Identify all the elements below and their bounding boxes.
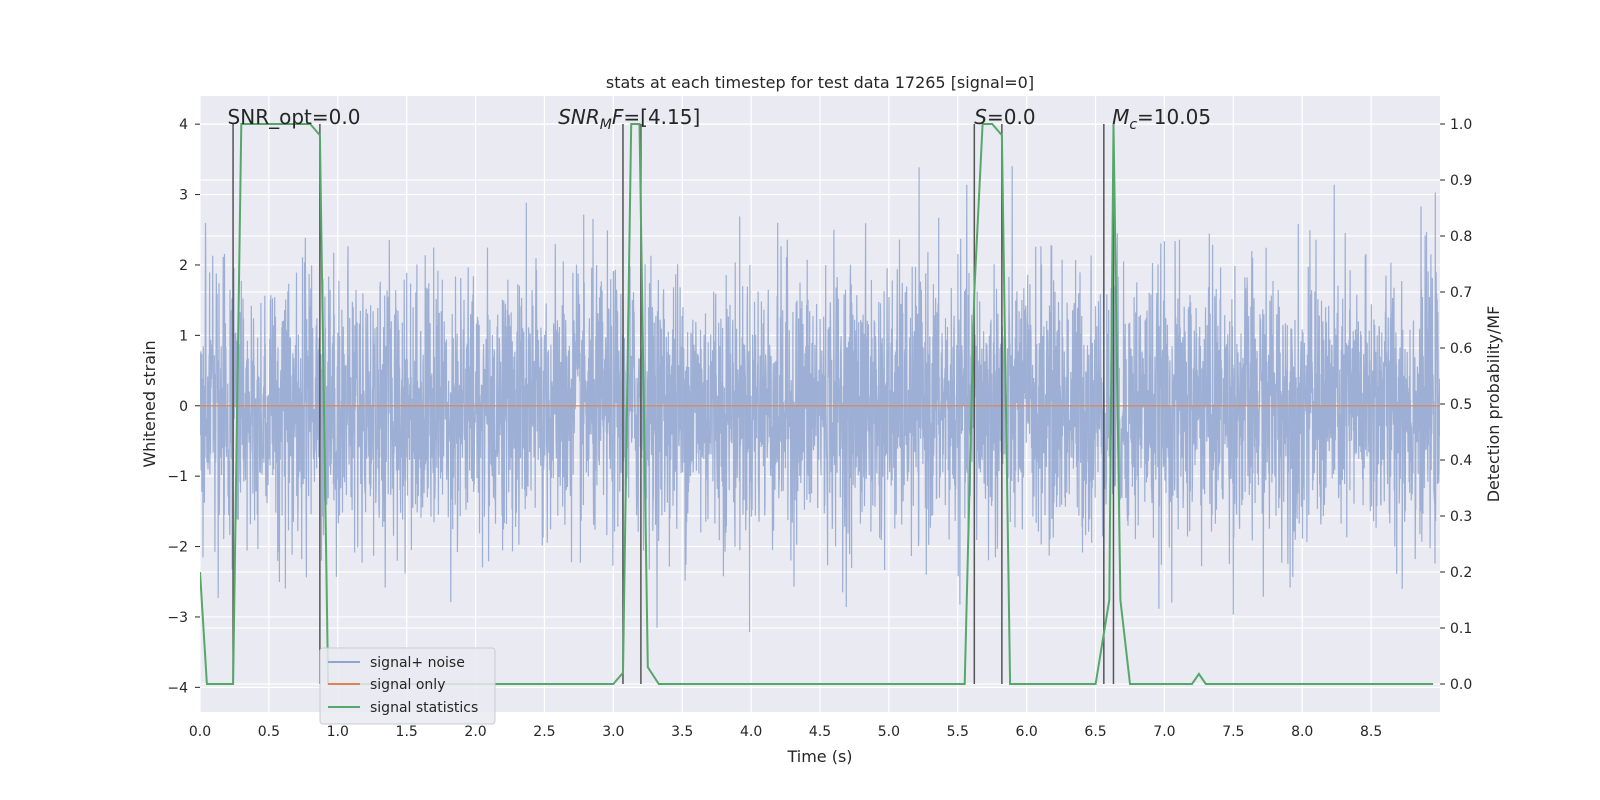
- axis-ticks: 0.0 0.5 1.0 1.5 2.0 2.5 3.0 3.5 4.0 4.5 5.0 5.5 6.0 6…: [167, 117, 1472, 740]
- y-right-tick-label: 0.4: [1450, 453, 1472, 469]
- legend-label-signal-only: signal only: [370, 677, 445, 693]
- signal-plus-noise-line: [200, 166, 1440, 633]
- legend: signal+ noise signal only signal statist…: [319, 647, 496, 725]
- legend-box: [319, 647, 496, 725]
- x-tick-label: 2.0: [464, 724, 486, 740]
- x-tick-label: 0.0: [189, 724, 211, 740]
- x-tick-label: 8.5: [1360, 724, 1382, 740]
- y-right-tick-label: 0.3: [1450, 509, 1472, 525]
- x-tick-label: 7.5: [1222, 724, 1244, 740]
- x-tick-label: 7.0: [1153, 724, 1175, 740]
- x-tick-label: 5.5: [947, 724, 969, 740]
- y-tick-label: 0: [179, 399, 188, 415]
- x-tick-label: 3.0: [602, 724, 624, 740]
- x-tick-label: 0.5: [258, 724, 280, 740]
- annotation-label: Mc=10.05: [1112, 105, 1211, 133]
- y-tick-label: 3: [179, 188, 188, 204]
- x-tick-label: 4.5: [809, 724, 831, 740]
- y-right-tick-label: 0.7: [1450, 285, 1472, 301]
- y-right-tick-label: 0.6: [1450, 341, 1472, 357]
- y-right-tick-label: 0.5: [1450, 397, 1472, 413]
- annotation-label: S=0.0: [974, 105, 1035, 129]
- y-axis-right-label: Detection probability/MF: [1484, 306, 1503, 503]
- legend-label-signal-plus-noise: signal+ noise: [370, 655, 465, 671]
- y-tick-label: −2: [167, 540, 188, 556]
- y-tick-label: −1: [167, 469, 188, 485]
- annotation-label: SNRMF=[4.15]: [558, 105, 700, 133]
- signal-statistics-line: [200, 123, 1434, 685]
- y-axis-label: Whitened strain: [140, 340, 159, 467]
- annotation-label: SNR_opt=0.0: [228, 105, 361, 129]
- y-right-tick-label: 0.8: [1450, 229, 1472, 245]
- y-right-tick-label: 0.1: [1450, 621, 1472, 637]
- x-tick-label: 6.0: [1016, 724, 1038, 740]
- y-right-tick-label: 0.0: [1450, 677, 1472, 693]
- y-right-tick-label: 0.2: [1450, 565, 1472, 581]
- x-tick-label: 1.0: [327, 724, 349, 740]
- x-tick-label: 3.5: [671, 724, 693, 740]
- x-tick-label: 5.0: [878, 724, 900, 740]
- event-lines: [232, 124, 1115, 684]
- x-tick-label: 4.0: [740, 724, 762, 740]
- x-tick-label: 8.0: [1291, 724, 1313, 740]
- x-tick-label: 2.5: [533, 724, 555, 740]
- chart-title: stats at each timestep for test data 172…: [606, 73, 1034, 92]
- x-tick-label: 6.5: [1084, 724, 1106, 740]
- x-axis-label: Time (s): [786, 747, 852, 766]
- y-tick-label: 4: [179, 117, 188, 133]
- y-right-tick-label: 0.9: [1450, 173, 1472, 189]
- y-tick-label: −4: [167, 680, 188, 696]
- y-tick-label: −3: [167, 610, 188, 626]
- y-tick-label: 2: [179, 258, 188, 274]
- annotations: SNR_opt=0.0 SNRMF=[4.15] S=0.0 Mc=10.05: [228, 105, 1212, 133]
- x-tick-label: 1.5: [396, 724, 418, 740]
- y-tick-label: 1: [179, 328, 188, 344]
- series-signal-statistics: [200, 123, 1434, 685]
- y-right-tick-label: 1.0: [1450, 117, 1472, 133]
- series-signal-plus-noise: [200, 166, 1440, 633]
- legend-label-signal-statistics: signal statistics: [370, 700, 478, 716]
